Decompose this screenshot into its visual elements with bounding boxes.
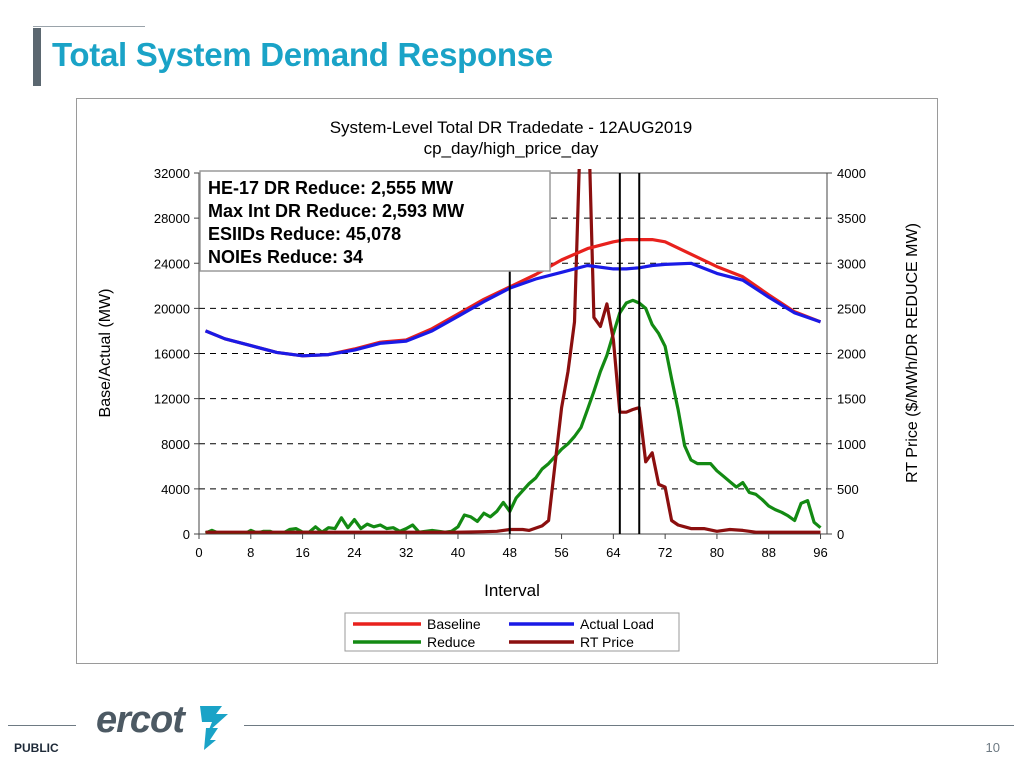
y2-tick-label-3: 1500 (837, 392, 866, 407)
y2-tick-label-8: 4000 (837, 166, 866, 181)
x-tick-label-3: 24 (347, 545, 361, 560)
legend-label-actual-load: Actual Load (580, 616, 654, 632)
plot-area: 0400080001200016000200002400028000320000… (154, 166, 866, 560)
ercot-logo-text: ercot (96, 699, 185, 741)
slide-title: Total System Demand Response (52, 36, 553, 73)
series-line-actual-load (204, 261, 822, 358)
x-tick-label-11: 88 (761, 545, 775, 560)
x-tick-label-7: 56 (554, 545, 568, 560)
chart-title: System-Level Total DR Tradedate - 12AUG2… (330, 118, 693, 137)
dr-summary-box-border (199, 170, 551, 272)
y2-tick-label-5: 2500 (837, 301, 866, 316)
dr-summary-box: HE-17 DR Reduce: 2,555 MW Max Int DR Red… (199, 170, 551, 272)
x-tick-label-5: 40 (451, 545, 465, 560)
footer-rule-right (244, 725, 1014, 726)
x-tick-label-8: 64 (606, 545, 620, 560)
x-tick-label-10: 80 (710, 545, 724, 560)
y2-tick-label-6: 3000 (837, 256, 866, 271)
y2-tick-label-1: 500 (837, 482, 859, 497)
ercot-bolt-icon (200, 706, 228, 750)
y2-axis-label: RT Price ($/MWh/DR REDUCE MW) (904, 223, 921, 483)
legend-border (344, 612, 680, 652)
legend-label-rt-price: RT Price (580, 634, 634, 650)
y-tick-label-3: 12000 (154, 392, 190, 407)
dr-summary-line-4: NOIEs Reduce: 34 (208, 247, 363, 267)
x-tick-label-9: 72 (658, 545, 672, 560)
y-tick-label-6: 24000 (154, 256, 190, 271)
chart-subtitle: cp_day/high_price_day (424, 139, 599, 158)
dr-summary-line-2: Max Int DR Reduce: 2,593 MW (208, 201, 464, 221)
chart-legend: Baseline Actual Load Reduce RT Price (344, 612, 680, 652)
y-tick-label-4: 16000 (154, 347, 190, 362)
page-number: 10 (985, 740, 1000, 755)
y-tick-label-2: 8000 (161, 437, 190, 452)
x-tick-label-4: 32 (399, 545, 413, 560)
x-tick-label-1: 8 (247, 545, 254, 560)
y-axis-label: Base/Actual (MW) (97, 289, 114, 418)
x-tick-label-2: 16 (295, 545, 309, 560)
y-tick-label-8: 32000 (154, 166, 190, 181)
title-top-rule (33, 26, 145, 27)
y-tick-label-0: 0 (183, 527, 190, 542)
chart-frame: System-Level Total DR Tradedate - 12AUG2… (76, 98, 938, 664)
y-tick-label-5: 20000 (154, 301, 190, 316)
series-line-reduce (204, 298, 822, 534)
y-tick-label-1: 4000 (161, 482, 190, 497)
y2-tick-label-7: 3500 (837, 211, 866, 226)
title-accent-bar (33, 28, 41, 86)
legend-label-reduce: Reduce (427, 634, 475, 650)
x-tick-label-0: 0 (195, 545, 202, 560)
y2-tick-label-2: 1000 (837, 437, 866, 452)
x-axis-label: Interval (484, 581, 540, 600)
dr-summary-line-1: HE-17 DR Reduce: 2,555 MW (208, 178, 453, 198)
y2-tick-label-4: 2000 (837, 347, 866, 362)
legend-label-baseline: Baseline (427, 616, 481, 632)
x-tick-label-6: 48 (503, 545, 517, 560)
y-tick-label-7: 28000 (154, 211, 190, 226)
chart-svg: System-Level Total DR Tradedate - 12AUG2… (97, 118, 921, 652)
dr-summary-line-3: ESIIDs Reduce: 45,078 (208, 224, 401, 244)
y2-tick-label-0: 0 (837, 527, 844, 542)
footer-rule-left (8, 725, 76, 726)
series-line-rt-price (205, 169, 821, 534)
x-tick-label-12: 96 (813, 545, 827, 560)
footer-classification: PUBLIC (14, 741, 59, 755)
